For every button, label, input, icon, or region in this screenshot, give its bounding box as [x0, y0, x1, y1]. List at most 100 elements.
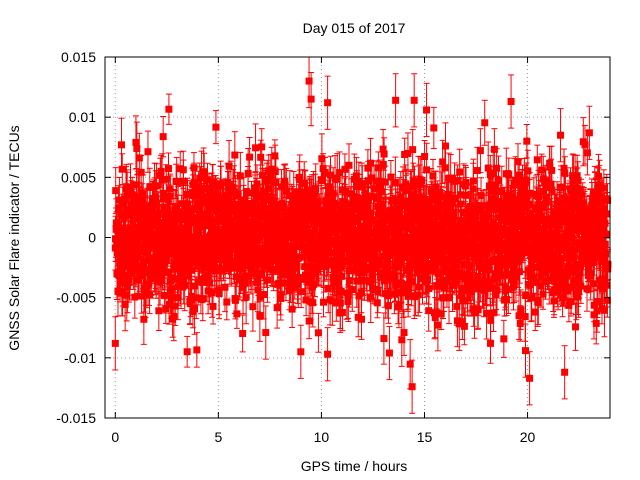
data-point — [121, 301, 129, 309]
data-point — [165, 301, 173, 309]
data-point — [318, 155, 326, 163]
data-point — [352, 172, 360, 180]
data-point — [365, 195, 373, 203]
data-point — [121, 254, 129, 262]
data-point — [145, 280, 153, 288]
data-point — [266, 248, 274, 256]
data-point — [149, 233, 157, 241]
data-point — [118, 288, 126, 296]
data-point — [305, 241, 313, 249]
data-point — [319, 256, 327, 264]
data-point — [263, 192, 271, 200]
data-point — [345, 277, 353, 285]
data-point — [229, 184, 237, 192]
data-point — [185, 271, 193, 279]
data-point — [145, 227, 153, 235]
data-point — [115, 204, 123, 212]
data-point — [251, 249, 259, 257]
data-point — [232, 242, 240, 250]
data-point — [314, 199, 322, 207]
data-point — [155, 307, 163, 315]
data-point — [217, 266, 225, 274]
data-point — [297, 288, 305, 296]
data-point — [296, 253, 304, 261]
data-point — [252, 144, 260, 152]
data-point — [263, 177, 271, 185]
data-point — [260, 188, 268, 196]
data-point — [339, 204, 347, 212]
data-point — [200, 168, 208, 176]
data-point — [140, 315, 148, 323]
data-point — [114, 287, 122, 295]
data-point — [345, 161, 353, 169]
data-point — [360, 242, 368, 250]
data-point — [274, 226, 282, 234]
data-point — [141, 220, 149, 228]
data-point — [126, 270, 134, 278]
data-point — [214, 206, 222, 214]
data-point — [244, 169, 252, 177]
data-point — [159, 133, 167, 141]
data-point — [264, 185, 272, 193]
data-point — [267, 170, 275, 178]
data-point — [224, 192, 232, 200]
data-point — [132, 181, 140, 189]
data-point — [189, 192, 197, 200]
data-point — [336, 299, 344, 307]
data-point — [281, 181, 289, 189]
data-point — [205, 193, 213, 201]
data-point — [188, 292, 196, 300]
data-point — [323, 249, 331, 257]
data-point — [217, 181, 225, 189]
data-point — [142, 202, 150, 210]
data-point — [239, 330, 247, 338]
data-point — [173, 177, 181, 185]
data-point — [366, 278, 374, 286]
data-point — [144, 148, 152, 156]
data-point — [209, 302, 217, 310]
data-point — [236, 172, 244, 180]
data-point — [127, 253, 135, 261]
data-point — [186, 242, 194, 250]
data-point — [252, 197, 260, 205]
data-point — [259, 171, 267, 179]
data-point — [207, 221, 215, 229]
data-point — [138, 292, 146, 300]
data-point — [160, 263, 168, 271]
data-point — [314, 329, 322, 337]
data-point — [238, 247, 246, 255]
data-point — [160, 291, 168, 299]
data-point — [289, 201, 297, 209]
data-point — [268, 197, 276, 205]
data-point — [273, 304, 281, 312]
data-point — [138, 195, 146, 203]
data-point — [300, 233, 308, 241]
data-point — [288, 305, 296, 313]
data-point — [171, 203, 179, 211]
data-point — [352, 244, 360, 252]
data-point — [237, 254, 245, 262]
data-point — [191, 185, 199, 193]
data-point — [230, 188, 238, 196]
data-point — [194, 259, 202, 267]
data-point — [158, 272, 166, 280]
data-point — [365, 243, 373, 251]
data-point — [333, 175, 341, 183]
data-point — [164, 196, 172, 204]
data-point — [286, 275, 294, 283]
data-point — [319, 209, 327, 217]
data-point — [203, 271, 211, 279]
data-point — [286, 192, 294, 200]
data-point — [133, 237, 141, 245]
data-point — [301, 271, 309, 279]
data-point — [209, 179, 217, 187]
data-point — [262, 196, 270, 204]
data-point — [247, 199, 255, 207]
data-point — [191, 282, 199, 290]
data-point — [341, 165, 349, 173]
data-point — [246, 153, 254, 161]
data-point — [358, 315, 366, 323]
data-point — [200, 252, 208, 260]
data-point — [302, 296, 310, 304]
